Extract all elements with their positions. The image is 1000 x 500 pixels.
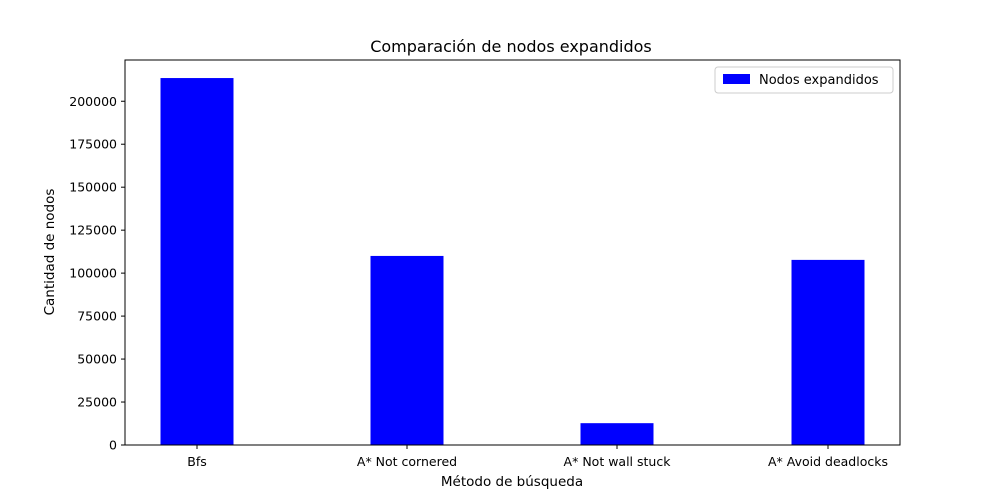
x-axis-label: Método de búsqueda	[441, 474, 583, 490]
y-tick-label: 75000	[77, 309, 117, 324]
y-tick-label: 50000	[77, 352, 117, 367]
y-tick-label: 0	[109, 438, 117, 453]
y-axis-label: Cantidad de nodos	[42, 189, 58, 316]
legend-label: Nodos expandidos	[759, 73, 879, 88]
x-axis: Bfs A* Not cornered A* Not wall stuck A* Av…	[187, 445, 888, 469]
y-tick-label: 100000	[69, 266, 117, 281]
bar-2	[580, 423, 654, 445]
x-tick-label: A* Avoid deadlocks	[768, 454, 888, 469]
legend-frame	[714, 66, 894, 94]
x-tick-label: A* Not cornered	[357, 454, 457, 469]
bar-3	[791, 259, 865, 445]
x-tick-label: Bfs	[187, 454, 207, 469]
bar-1	[370, 255, 444, 445]
plot-area	[160, 78, 865, 445]
axes-frame	[124, 59, 901, 446]
y-tick-label: 200000	[69, 94, 117, 109]
y-tick-label: 25000	[77, 395, 117, 410]
y-tick-label: 125000	[69, 223, 117, 238]
y-tick-label: 150000	[69, 180, 117, 195]
chart-title: Comparación de nodos expandidos	[370, 37, 652, 56]
bar-0	[160, 78, 234, 445]
y-axis: 0 25000 50000 75000 100000 125000 150000 175000…	[69, 94, 125, 453]
y-tick-label: 175000	[69, 137, 117, 152]
x-tick-label: A* Not wall stuck	[564, 454, 672, 469]
legend: Nodos expandidos	[714, 66, 894, 94]
legend-swatch	[723, 74, 750, 84]
